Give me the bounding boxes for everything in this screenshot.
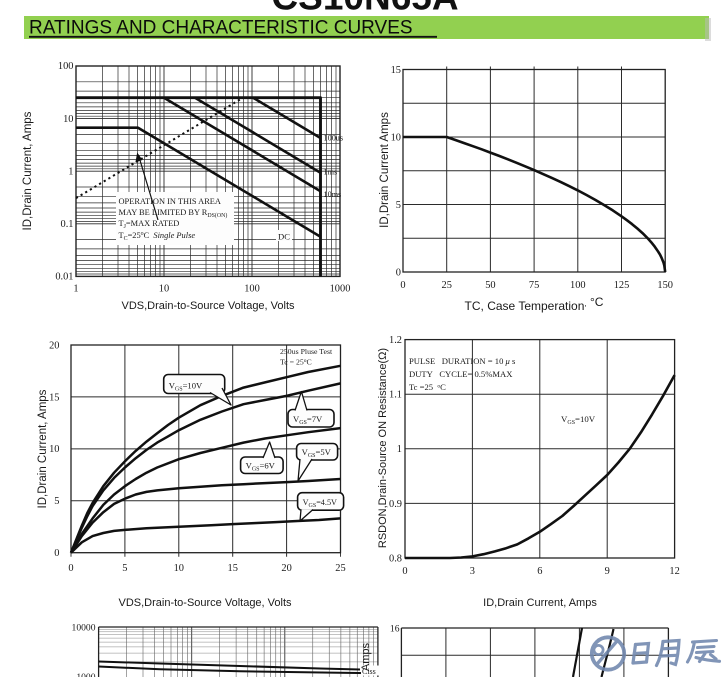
svg-text:100: 100: [58, 61, 74, 72]
svg-text:1: 1: [68, 166, 73, 177]
svg-text:0: 0: [402, 566, 407, 577]
svg-text:10: 10: [49, 444, 59, 455]
svg-text:TC, Case Temperation, °C: TC, Case Temperation, °C: [465, 295, 604, 313]
svg-text:RSDON,Drain-Source ON Resistan: RSDON,Drain-Source ON Resistance(Ω): [377, 348, 389, 548]
svg-text:Tc =25 oC: Tc =25 oC: [409, 382, 446, 392]
svg-text:VGS=4.5V: VGS=4.5V: [303, 498, 337, 509]
svg-text:1: 1: [397, 444, 402, 455]
svg-text:DUTY CYCLE= 0.5%MAX: DUTY CYCLE= 0.5%MAX: [409, 369, 513, 379]
svg-text:10: 10: [159, 284, 169, 295]
svg-text:1: 1: [73, 284, 78, 295]
svg-text:3: 3: [470, 566, 475, 577]
svg-text:0: 0: [54, 548, 59, 559]
svg-text:OPERATION IN THIS AREA: OPERATION IN THIS AREA: [119, 197, 221, 206]
svg-text:15: 15: [391, 65, 401, 76]
svg-text:10: 10: [63, 114, 73, 125]
svg-text:0.01: 0.01: [55, 272, 73, 283]
svg-text:25: 25: [442, 280, 452, 291]
svg-text:50: 50: [485, 280, 495, 291]
svg-text:20: 20: [281, 563, 291, 574]
svg-text:15: 15: [49, 392, 59, 403]
svg-text:ID,Drain Current Amps: ID,Drain Current Amps: [379, 112, 391, 228]
svg-text:VDS,Drain-to-Source Voltage, V: VDS,Drain-to-Source Voltage, Volts: [118, 597, 292, 609]
svg-text:100us: 100us: [324, 134, 344, 143]
svg-text:1000: 1000: [330, 284, 351, 295]
svg-text:1.1: 1.1: [389, 390, 402, 401]
svg-text:16: 16: [390, 624, 400, 635]
svg-text:15: 15: [228, 563, 238, 574]
svg-text:100: 100: [570, 280, 586, 291]
svg-text:TJ=MAX RATED: TJ=MAX RATED: [119, 219, 180, 230]
svg-text:Tc = 25oC: Tc = 25oC: [280, 358, 312, 367]
svg-text:150: 150: [657, 280, 673, 291]
svg-text:20: 20: [49, 340, 59, 351]
svg-text:5: 5: [54, 496, 59, 507]
svg-text:100: 100: [244, 284, 260, 295]
svg-text:MAY BE LIMITED BY RDS(ON): MAY BE LIMITED BY RDS(ON): [119, 208, 228, 219]
svg-text:0.9: 0.9: [389, 499, 402, 510]
svg-text:1.2: 1.2: [389, 335, 402, 346]
svg-text:PULSE DURATION = 10 μ s: PULSE DURATION = 10 μ s: [409, 356, 516, 366]
svg-text:10000: 10000: [72, 623, 96, 634]
svg-text:10ms: 10ms: [324, 190, 342, 199]
svg-text:DC: DC: [278, 232, 290, 242]
svg-text:1ms: 1ms: [324, 168, 338, 177]
svg-text:1000: 1000: [76, 672, 95, 677]
svg-text:12: 12: [669, 566, 679, 577]
svg-text:0: 0: [400, 280, 405, 291]
svg-text:Amps: Amps: [360, 642, 372, 671]
svg-text:0: 0: [68, 563, 73, 574]
svg-text:75: 75: [529, 280, 539, 291]
svg-text:0: 0: [396, 267, 401, 278]
svg-text:0.8: 0.8: [389, 553, 402, 564]
svg-text:TC=25oC Single Pulse: TC=25oC Single Pulse: [119, 231, 196, 242]
svg-text:CS10N65A: CS10N65A: [271, 0, 458, 18]
svg-text:5: 5: [122, 563, 127, 574]
svg-text:9: 9: [605, 566, 610, 577]
svg-text:VDS,Drain-to-Source Voltage, V: VDS,Drain-to-Source Voltage, Volts: [121, 300, 295, 312]
svg-text:25: 25: [335, 563, 345, 574]
svg-text:250us Pluse Test: 250us Pluse Test: [280, 347, 333, 356]
svg-text:Ciss: Ciss: [362, 667, 376, 676]
svg-text:VGS=10V: VGS=10V: [561, 414, 596, 426]
svg-text:0.1: 0.1: [61, 219, 74, 230]
svg-text:RATINGS AND CHARACTERISTIC CUR: RATINGS AND CHARACTERISTIC CURVES: [29, 18, 413, 39]
svg-text:ID,Drain Current, Amps: ID,Drain Current, Amps: [37, 389, 49, 508]
svg-text:ID,Drain Current, Amps: ID,Drain Current, Amps: [22, 111, 34, 230]
svg-text:10: 10: [174, 563, 184, 574]
svg-text:6: 6: [537, 566, 542, 577]
svg-text:ID,Drain Current, Amps: ID,Drain Current, Amps: [483, 597, 597, 609]
svg-text:10: 10: [391, 132, 401, 143]
svg-text:125: 125: [614, 280, 630, 291]
svg-text:5: 5: [396, 200, 401, 211]
